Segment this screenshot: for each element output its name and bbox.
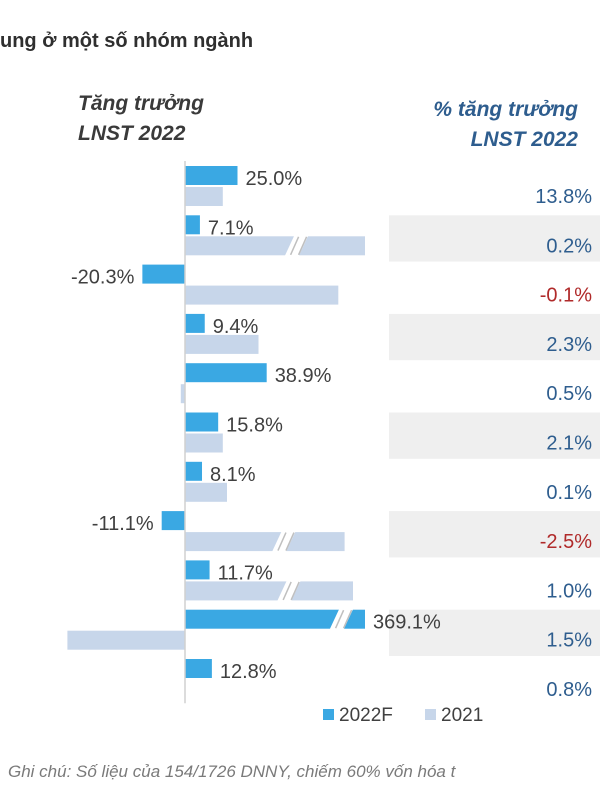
row-band [389, 215, 600, 262]
data-label-2022f: 15.8% [226, 415, 283, 437]
row-bands [389, 215, 600, 656]
labels-layer: 25.0% 13.8% 7.1% 0.2% -20.3% -0.1% 9.4% 2.3% 38.… [71, 168, 592, 701]
percent-growth-value: 2.3% [546, 334, 592, 356]
bar-2022f [185, 215, 200, 235]
data-label-2022f: 7.1% [208, 217, 254, 239]
bar-2022f [161, 511, 185, 531]
percent-growth-column-header: % tăng trưởng LNST 2022 [433, 95, 578, 155]
growth-header-line2: LNST 2022 [78, 122, 186, 145]
bar-2021 [185, 433, 223, 453]
row-band [389, 313, 600, 361]
percent-growth-value: 1.5% [546, 630, 592, 652]
bar-2022f [185, 560, 210, 580]
bar-2022f [185, 412, 219, 432]
row-band [389, 609, 600, 656]
axis-break-2021 [283, 232, 310, 259]
data-label-2022f: 38.9% [275, 365, 332, 387]
chart-legend: 2022F 2021 [323, 705, 483, 726]
percent-growth-value: 2.1% [546, 433, 592, 455]
bar-2021 [185, 482, 227, 502]
bar-2022f [185, 363, 267, 383]
bar-2021 [180, 384, 185, 404]
percent-growth-value: 0.8% [546, 679, 592, 701]
bar-2022f [185, 609, 365, 629]
row-band [389, 412, 600, 459]
data-label-2022f: 8.1% [210, 464, 256, 486]
axis-break-2021 [275, 577, 303, 604]
axis-break-2022f [328, 606, 355, 633]
percent-growth-value: -0.1% [540, 285, 592, 307]
bar-2021 [185, 285, 339, 305]
legend-swatch [323, 709, 334, 720]
data-label-2022f: -20.3% [71, 267, 135, 289]
data-label-2022f: 11.7% [218, 562, 273, 584]
percent-growth-value: 0.1% [546, 482, 592, 504]
percent-header-line2: LNST 2022 [470, 128, 578, 151]
growth-column-header: Tăng trưởng LNST 2022 [78, 89, 204, 149]
data-label-2022f: 25.0% [246, 168, 303, 190]
bar-2022f [185, 166, 238, 185]
legend-label: 2022F [339, 705, 393, 726]
bar-2022f [185, 313, 205, 333]
legend-swatch [425, 709, 436, 720]
footnote: Ghi chú: Số liệu của 154/1726 DNNY, chiế… [8, 762, 456, 781]
percent-header-line1: % tăng trưởng [433, 98, 578, 121]
percent-growth-value: -2.5% [540, 531, 592, 553]
data-label-2022f: -11.1% [92, 513, 154, 535]
chart-title-fragment: ung ở một số nhóm ngành [0, 30, 254, 52]
bar-2021 [185, 187, 223, 206]
axis-break-2021 [270, 528, 297, 555]
bar-2021 [185, 581, 353, 601]
bars-layer [67, 166, 365, 678]
data-label-2022f: 12.8% [220, 661, 277, 683]
data-label-2022f: 369.1% [373, 612, 441, 634]
growth-header-line1: Tăng trưởng [78, 92, 204, 115]
bar-2021 [67, 630, 185, 650]
percent-growth-value: 13.8% [535, 186, 592, 208]
bar-2021 [185, 334, 259, 354]
legend-label: 2021 [441, 705, 483, 726]
percent-growth-value: 0.5% [546, 383, 592, 405]
bar-2021 [185, 236, 365, 256]
percent-growth-value: 1.0% [546, 580, 592, 602]
percent-growth-value: 0.2% [546, 235, 592, 257]
bar-2022f [142, 264, 185, 284]
bar-2021 [185, 532, 345, 552]
data-label-2022f: 9.4% [213, 316, 259, 338]
bar-2022f [185, 659, 212, 678]
bar-2022f [185, 461, 203, 481]
row-band [389, 511, 600, 558]
